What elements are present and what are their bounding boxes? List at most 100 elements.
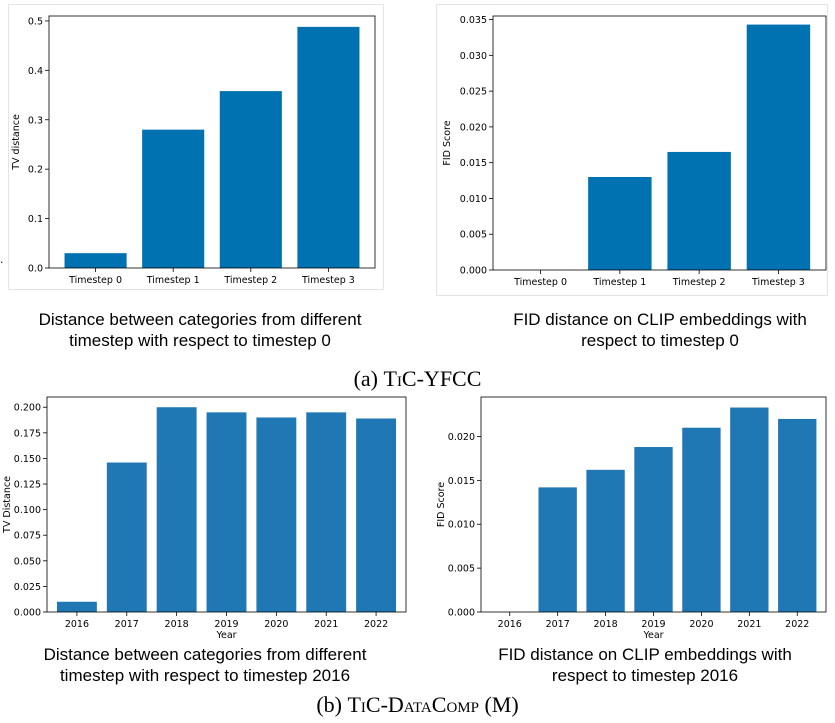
chart-b2-bar-4: [682, 427, 721, 612]
chart-b1-ytick-label-2: 0.050: [14, 556, 41, 567]
chart-b1-ylabel: TV Distance: [2, 476, 13, 534]
chart-b2-xtick-label-3: 2019: [641, 619, 665, 630]
chart-a2-bar-2: [667, 151, 731, 270]
caption-b2: FID distance on CLIP embeddings with res…: [470, 644, 820, 686]
chart-b2-ylabel: FID Score: [436, 482, 447, 527]
chart-a2-ytick-label-7: 0.035: [460, 15, 487, 26]
chart-a2-ytick-label-6: 0.030: [460, 51, 487, 62]
chart-a1-bar-1: [142, 129, 205, 268]
chart-b1-xlabel: Year: [215, 630, 236, 641]
chart-a1-bar-0: [64, 253, 127, 268]
chart-a2-ytick-label-2: 0.010: [460, 194, 487, 205]
chart-a1-ytick-label-4: 0.4: [28, 66, 43, 77]
chart-a2-xtick-label-1: Timestep 1: [592, 277, 646, 288]
chart-b1-ytick-label-4: 0.100: [14, 505, 41, 516]
chart-b1-xtick-label-0: 2016: [65, 619, 89, 630]
chart-a2-axes-frame: [492, 15, 827, 271]
chart-a1-frame: [8, 4, 384, 290]
chart-b1-xtick-label-1: 2017: [115, 619, 139, 630]
chart-b1-xtick-label-6: 2022: [364, 619, 388, 630]
subfigure-b-name: TiC-DataComp (M): [347, 692, 519, 717]
caption-a2-line1: FID distance on CLIP embeddings with: [513, 310, 807, 329]
caption-b1-line2: timestep with respect to timestep 2016: [59, 666, 351, 685]
chart-a2-ytick-label-5: 0.025: [460, 87, 487, 98]
chart-b2-bar-6: [778, 418, 817, 612]
chart-b1-ytick-label-0: 0.000: [14, 608, 41, 619]
chart-a2-xtick-label-2: Timestep 2: [672, 277, 726, 288]
chart-b2-xtick-label-6: 2022: [785, 619, 809, 630]
chart-a1-ylabel: TV distance: [11, 114, 22, 171]
chart-b1-bar-2: [156, 407, 197, 612]
chart-a2-frame: [436, 4, 828, 296]
caption-b2-line1: FID distance on CLIP embeddings with: [498, 645, 792, 664]
chart-a1-xtick-label-1: Timestep 1: [146, 275, 200, 286]
chart-b1-bar-0: [56, 601, 97, 612]
caption-b1-line1: Distance between categories from differe…: [43, 645, 367, 664]
chart-b1-ytick-label-8: 0.200: [14, 403, 41, 414]
subfigure-a-label: (a) TiC-YFCC: [0, 366, 835, 392]
chart-b1-bar-6: [356, 418, 397, 612]
caption-a2: FID distance on CLIP embeddings with res…: [480, 309, 835, 351]
chart-b2-xtick-label-0: 2016: [498, 619, 522, 630]
chart-b1-xtick-label-3: 2019: [214, 619, 238, 630]
chart-b2-ytick-label-0: 0.000: [448, 608, 475, 619]
chart-b1-ytick-label-7: 0.175: [14, 428, 41, 439]
chart-a1-ytick-label-3: 0.3: [28, 115, 43, 126]
chart-b1-ytick-label-3: 0.075: [14, 531, 41, 542]
chart-b2-bar-5: [730, 407, 769, 612]
chart-a1-xtick-label-3: Timestep 3: [301, 275, 355, 286]
chart-a1-ytick-label-1: 0.1: [28, 214, 43, 225]
subfigure-a-name: TiC-YFCC: [383, 366, 482, 391]
chart-b1-ytick-label-6: 0.150: [14, 454, 41, 465]
chart-b1-bar-5: [306, 412, 347, 612]
chart-b2-bar-3: [634, 447, 673, 612]
subfigure-a-prefix: (a): [353, 366, 384, 391]
chart-b2-ytick-label-4: 0.020: [448, 432, 475, 443]
caption-b1: Distance between categories from differe…: [10, 644, 400, 686]
chart-a1-xtick-label-2: Timestep 2: [223, 275, 277, 286]
chart-b2-xlabel: Year: [642, 630, 663, 641]
chart-b1-bar-3: [206, 412, 247, 612]
chart-b2-bar-2: [586, 469, 625, 612]
chart-b2-ytick-label-3: 0.015: [448, 476, 475, 487]
subfigure-b-prefix: (b): [316, 692, 348, 717]
chart-b1-bar-1: [106, 462, 147, 612]
chart-a2-ytick-label-4: 0.020: [460, 122, 487, 133]
chart-b2-xtick-label-1: 2017: [546, 619, 570, 630]
chart-a2-bar-1: [588, 176, 652, 270]
chart-b2-bar-1: [538, 487, 577, 612]
chart-a2-ylabel: FID Score: [442, 120, 453, 165]
chart-b1-xtick-label-5: 2021: [314, 619, 338, 630]
caption-a2-line2: respect to timestep 0: [581, 331, 739, 350]
chart-a1-bar-2: [219, 91, 282, 268]
chart-a2-ytick-label-3: 0.015: [460, 158, 487, 169]
chart-b2-xtick-label-2: 2018: [593, 619, 617, 630]
chart-a1-xtick-label-0: Timestep 0: [68, 275, 122, 286]
chart-a2-ytick-label-1: 0.005: [460, 230, 487, 241]
chart-b1-bar-4: [256, 417, 297, 612]
chart-a2-xtick-label-0: Timestep 0: [513, 277, 567, 288]
stray-mark: .: [0, 252, 4, 266]
caption-a1: Distance between categories from differe…: [20, 309, 380, 351]
chart-a2-bar-3: [746, 24, 811, 271]
chart-a2-ytick-label-0: 0.000: [460, 266, 487, 277]
caption-a1-line1: Distance between categories from differe…: [38, 310, 362, 329]
subfigure-b-label: (b) TiC-DataComp (M): [0, 692, 835, 718]
caption-b2-line2: respect to timestep 2016: [551, 666, 739, 685]
chart-b1-ytick-label-1: 0.025: [14, 582, 41, 593]
chart-a1-ytick-label-2: 0.2: [28, 165, 43, 176]
chart-a2-xtick-label-3: Timestep 3: [751, 277, 805, 288]
chart-b1-xtick-label-4: 2020: [264, 619, 288, 630]
chart-b1-ytick-label-5: 0.125: [14, 480, 41, 491]
chart-b1-xtick-label-2: 2018: [165, 619, 189, 630]
chart-a1-axes-frame: [48, 15, 376, 269]
chart-a1-bar-3: [297, 26, 360, 268]
chart-a1-ytick-label-0: 0.0: [28, 264, 43, 275]
chart-a1-ytick-label-5: 0.5: [28, 16, 43, 27]
caption-a1-line2: timestep with respect to timestep 0: [69, 331, 331, 350]
chart-b2-xtick-label-4: 2020: [689, 619, 713, 630]
chart-b2-xtick-label-5: 2021: [737, 619, 761, 630]
chart-b2-ytick-label-2: 0.010: [448, 520, 475, 531]
chart-b2-ytick-label-1: 0.005: [448, 564, 475, 575]
